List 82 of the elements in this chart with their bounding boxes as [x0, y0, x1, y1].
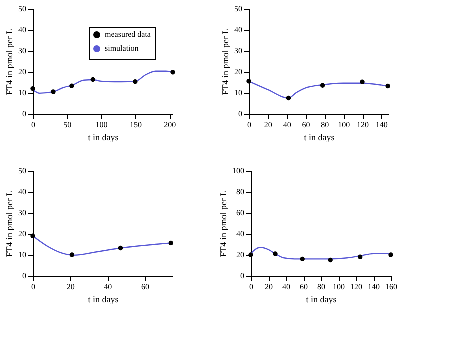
- point: [360, 80, 365, 84]
- y-tick-label: 10: [234, 88, 242, 98]
- y-tick-label: 0: [22, 272, 26, 280]
- legend-label: simulation: [105, 44, 139, 53]
- point: [248, 252, 254, 258]
- x-tick-label: 20: [264, 120, 272, 130]
- y-tick-label: 10: [18, 88, 26, 98]
- y-axis-title: FT4 in pmol per L: [220, 28, 230, 96]
- y-axis-title: FT4 in pmol per L: [4, 190, 14, 258]
- y-tick-label: 100: [232, 166, 244, 176]
- point: [30, 234, 36, 238]
- x-tick-label: 0: [250, 282, 254, 292]
- x-tick-label: 0: [248, 120, 252, 130]
- point: [328, 258, 333, 263]
- legend-label: measured data: [105, 30, 152, 39]
- y-tick-label: 20: [234, 68, 242, 76]
- y-tick-label: 20: [18, 68, 26, 76]
- x-tick-label: 100: [333, 282, 345, 292]
- x-tick-label: 60: [302, 120, 310, 130]
- y-tick-label: 40: [18, 26, 26, 34]
- point: [386, 84, 390, 89]
- point: [170, 70, 176, 75]
- x-axis-title: t in days: [304, 132, 336, 142]
- x-tick-label: 80: [321, 120, 330, 130]
- y-tick-label: 30: [18, 208, 26, 218]
- x-tick-label: 20: [265, 282, 273, 292]
- point: [388, 252, 394, 258]
- x-tick-label: 150: [130, 120, 142, 130]
- x-tick-label: 120: [350, 282, 362, 292]
- y-tick-label: 40: [18, 188, 26, 196]
- x-axis-title: t in days: [306, 294, 338, 304]
- x-tick-label: 100: [338, 120, 350, 130]
- x-tick-label: 80: [318, 282, 326, 292]
- point: [168, 240, 174, 246]
- y-tick-label: 20: [18, 230, 26, 238]
- x-tick-label: 120: [357, 120, 370, 130]
- x-tick-label: 200: [164, 120, 176, 130]
- x-tick-label: 50: [64, 120, 72, 130]
- x-tick-label: 40: [283, 120, 292, 130]
- point: [30, 86, 36, 92]
- y-axis-title: FT4 in pmol per L: [4, 28, 14, 96]
- y-tick-label: 60: [236, 208, 244, 218]
- point: [118, 246, 124, 251]
- y-tick-label: 30: [18, 46, 26, 56]
- y-tick-label: 10: [18, 250, 26, 260]
- point: [70, 252, 75, 258]
- point: [133, 80, 138, 84]
- x-tick-label: 20: [66, 282, 75, 292]
- y-tick-label: 80: [236, 188, 244, 196]
- point: [300, 256, 305, 262]
- x-tick-label: 40: [104, 282, 112, 292]
- y-tick-label: 50: [18, 4, 26, 14]
- y-tick-label: 0: [238, 110, 242, 118]
- x-axis-title: t in days: [88, 132, 120, 142]
- x-tick-label: 60: [142, 282, 150, 292]
- line-series: [32, 70, 174, 94]
- y-tick-label: 30: [234, 46, 242, 56]
- x-tick-label: 0: [32, 282, 36, 292]
- point: [286, 96, 292, 101]
- y-axis-title: FT4 in pmol per L: [218, 190, 228, 258]
- x-tick-label: 60: [300, 282, 308, 292]
- point: [51, 90, 56, 94]
- x-tick-label: 160: [386, 282, 398, 292]
- y-tick-label: 0: [240, 272, 244, 280]
- point: [90, 77, 96, 82]
- x-tick-label: 100: [96, 120, 108, 130]
- x-tick-label: 40: [282, 282, 290, 292]
- point: [70, 84, 74, 88]
- x-tick-label: 140: [376, 120, 388, 130]
- point: [358, 254, 363, 260]
- point: [246, 79, 252, 84]
- x-axis-title: t in days: [88, 294, 120, 304]
- y-tick-label: 40: [236, 230, 244, 238]
- x-tick-label: 0: [32, 120, 36, 130]
- y-tick-label: 50: [18, 166, 26, 176]
- point: [320, 83, 326, 88]
- point: [273, 252, 278, 256]
- x-tick-label: 140: [368, 282, 380, 292]
- y-tick-label: 0: [22, 110, 26, 118]
- y-tick-label: 50: [234, 4, 242, 14]
- y-tick-label: 40: [234, 26, 242, 34]
- y-tick-label: 20: [236, 250, 244, 260]
